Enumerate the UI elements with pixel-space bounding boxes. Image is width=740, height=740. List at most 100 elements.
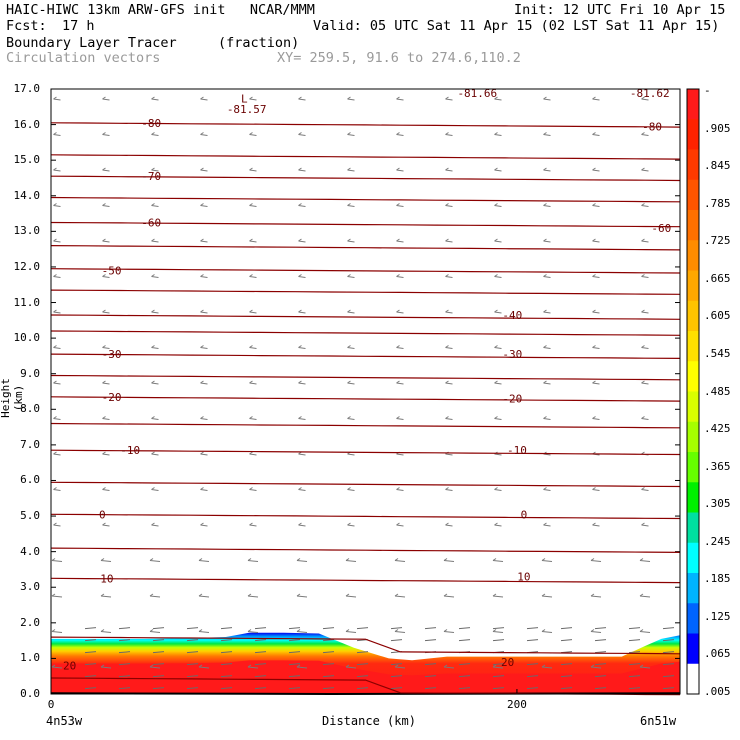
contour-label: -10: [120, 444, 140, 457]
vector-arrow-bl: [152, 687, 165, 690]
vector-arrow: [149, 560, 161, 562]
vector-arrow: [298, 382, 306, 385]
colorbar-swatch: [687, 119, 699, 150]
y-tick-label: 2.0: [20, 615, 40, 629]
vector-arrow-bl: [356, 663, 369, 666]
vector-arrowhead: [100, 593, 105, 597]
vector-arrow: [494, 489, 502, 491]
vector-arrow: [592, 489, 600, 491]
vector-arrow: [396, 524, 404, 527]
vector-arrowhead: [641, 96, 645, 100]
vector-arrowhead: [298, 167, 302, 171]
vector-arrow-bl: [220, 639, 233, 642]
vector-arrow: [53, 311, 61, 314]
vector-arrow: [347, 524, 355, 527]
vector-arrow: [298, 489, 306, 491]
vector-arrowhead: [396, 96, 400, 100]
vector-arrow: [543, 382, 551, 385]
vector-arrow-bl: [492, 675, 505, 678]
contour-line: [50, 196, 681, 203]
y-tick-label: 3.0: [20, 580, 40, 594]
vector-arrowhead: [494, 203, 498, 206]
vector-arrowhead: [347, 309, 351, 313]
vector-arrow: [247, 560, 259, 562]
vector-arrowhead: [151, 167, 155, 171]
vector-arrowhead: [443, 593, 448, 597]
vector-arrow: [53, 240, 61, 243]
vector-arrowhead: [53, 451, 57, 455]
vector-arrow: [298, 347, 306, 349]
vector-arrowhead: [590, 558, 595, 561]
x-tick-label: 0: [47, 698, 55, 711]
vector-arrow: [102, 98, 110, 101]
vector-arrowhead: [494, 167, 498, 171]
colorbar-swatch: [687, 603, 699, 634]
vector-arrowhead: [100, 558, 105, 561]
vector-arrowhead: [249, 132, 253, 135]
vector-arrow: [298, 98, 306, 101]
vector-arrow: [247, 666, 259, 669]
vector-arrow: [247, 631, 259, 633]
vector-arrow: [200, 98, 208, 101]
vector-arrow-bl: [118, 687, 131, 690]
colorbar-swatch: [687, 512, 699, 544]
contour-label: -80: [642, 120, 662, 133]
vector-arrowhead: [592, 522, 596, 526]
vector-arrow: [347, 240, 355, 243]
vector-arrow: [543, 524, 551, 527]
vector-arrowhead: [102, 132, 106, 135]
vector-arrow: [445, 276, 453, 278]
vector-arrow-bl: [152, 651, 165, 654]
vector-arrow-bl: [356, 651, 369, 654]
y-tick-label: 12.0: [13, 259, 41, 273]
vector-arrowhead: [494, 238, 498, 242]
xy-range: XY= 259.5, 91.6 to 274.6,110.2: [277, 50, 521, 66]
vector-arrowhead: [247, 558, 252, 561]
vector-arrowhead: [198, 629, 203, 632]
contour-label: -60: [651, 222, 671, 235]
vector-arrow-bl: [424, 663, 437, 666]
vector-arrowhead: [639, 558, 644, 561]
vector-arrow: [639, 666, 651, 669]
vector-arrow: [102, 489, 110, 491]
vector-arrowhead: [445, 167, 449, 171]
colorbar-swatch: [687, 663, 699, 695]
vector-arrow: [151, 453, 159, 456]
contour-line: [50, 577, 681, 584]
vector-arrow-bl: [84, 651, 97, 654]
vector-arrowhead: [347, 274, 351, 277]
vector-arrow-bl: [492, 627, 505, 630]
vector-arrowhead: [200, 309, 204, 313]
vector-arrow-bl: [322, 663, 335, 666]
y-tick-label: 7.0: [20, 437, 40, 451]
vector-arrow: [641, 524, 649, 527]
vector-arrow: [494, 276, 502, 278]
vector-arrow: [249, 418, 257, 420]
vector-arrow: [249, 276, 257, 278]
contour-label: -40: [502, 309, 522, 322]
vector-arrow: [51, 595, 63, 598]
vector-arrowhead: [249, 203, 253, 206]
extremum-annotation: -81.66: [457, 87, 497, 100]
vector-arrowhead: [445, 345, 449, 348]
contour-line: [50, 122, 681, 128]
vector-arrowhead: [51, 629, 56, 632]
vector-arrowhead: [298, 345, 302, 348]
vector-arrowhead: [102, 416, 106, 419]
vector-arrow: [396, 347, 404, 349]
vector-arrow-bl: [84, 663, 97, 666]
vector-arrow: [494, 240, 502, 243]
vector-arrow: [298, 311, 306, 314]
vector-arrow: [296, 666, 308, 669]
vector-arrowhead: [543, 487, 547, 490]
vector-arrowhead: [541, 558, 546, 561]
colorbar-label: .545: [704, 346, 731, 360]
vector-arrow: [641, 382, 649, 385]
vector-arrow: [445, 134, 453, 136]
vector-arrow: [592, 98, 600, 101]
vector-arrowhead: [149, 593, 154, 597]
vector-arrow: [200, 134, 208, 136]
extremum-annotation: -81.57: [227, 103, 267, 116]
vector-arrow-bl: [424, 675, 437, 678]
vector-arrow: [198, 631, 210, 633]
